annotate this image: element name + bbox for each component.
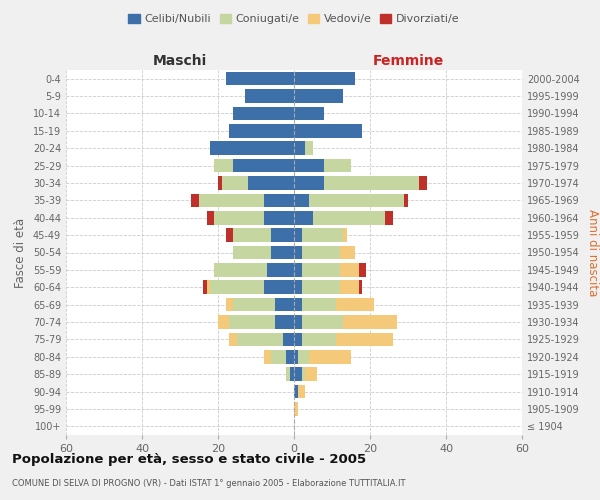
Bar xyxy=(263,211,294,224)
Bar xyxy=(229,124,294,138)
Bar xyxy=(263,350,271,364)
Bar xyxy=(302,315,343,329)
Bar xyxy=(294,194,309,207)
Bar xyxy=(343,228,347,242)
Bar xyxy=(309,350,351,364)
Bar xyxy=(302,228,343,242)
Bar xyxy=(302,263,340,276)
Bar xyxy=(233,298,275,312)
Text: Femmine: Femmine xyxy=(373,54,443,68)
Bar xyxy=(286,350,294,364)
Bar xyxy=(263,280,294,294)
Legend: Celibi/Nubili, Coniugati/e, Vedovi/e, Divorziati/e: Celibi/Nubili, Coniugati/e, Vedovi/e, Di… xyxy=(128,14,460,24)
Bar xyxy=(199,194,263,207)
Bar xyxy=(294,72,355,86)
Bar xyxy=(248,176,294,190)
Bar xyxy=(294,368,302,381)
Bar xyxy=(222,176,248,190)
Bar xyxy=(203,280,206,294)
Bar xyxy=(309,194,404,207)
Bar xyxy=(340,280,359,294)
Bar xyxy=(359,263,366,276)
Bar xyxy=(218,176,222,190)
Bar xyxy=(294,315,302,329)
Bar xyxy=(325,159,351,172)
Bar xyxy=(275,315,294,329)
Bar xyxy=(294,350,298,364)
Bar xyxy=(294,159,325,172)
Bar xyxy=(206,211,214,224)
Bar xyxy=(294,228,302,242)
Text: Popolazione per età, sesso e stato civile - 2005: Popolazione per età, sesso e stato civil… xyxy=(12,452,366,466)
Bar xyxy=(211,142,294,155)
Bar xyxy=(290,368,294,381)
Bar xyxy=(191,194,199,207)
Bar xyxy=(229,332,237,346)
Text: Maschi: Maschi xyxy=(153,54,207,68)
Bar xyxy=(233,106,294,120)
Bar xyxy=(233,228,271,242)
Bar xyxy=(305,142,313,155)
Bar xyxy=(263,194,294,207)
Bar xyxy=(336,298,374,312)
Bar xyxy=(313,211,385,224)
Bar xyxy=(359,280,362,294)
Bar xyxy=(283,332,294,346)
Bar xyxy=(302,332,336,346)
Bar xyxy=(294,402,298,415)
Bar xyxy=(340,263,359,276)
Bar xyxy=(294,211,313,224)
Bar xyxy=(206,280,211,294)
Bar xyxy=(298,350,309,364)
Bar xyxy=(237,332,283,346)
Bar xyxy=(385,211,393,224)
Y-axis label: Anni di nascita: Anni di nascita xyxy=(586,209,599,296)
Y-axis label: Fasce di età: Fasce di età xyxy=(14,218,27,288)
Bar xyxy=(294,385,298,398)
Bar xyxy=(294,280,302,294)
Bar xyxy=(294,246,302,260)
Bar xyxy=(214,211,263,224)
Bar xyxy=(302,298,336,312)
Bar xyxy=(302,280,340,294)
Bar xyxy=(229,315,275,329)
Bar xyxy=(271,228,294,242)
Bar xyxy=(294,124,362,138)
Bar xyxy=(245,90,294,103)
Bar xyxy=(294,332,302,346)
Bar xyxy=(298,385,305,398)
Bar xyxy=(419,176,427,190)
Bar xyxy=(325,176,419,190)
Bar xyxy=(271,246,294,260)
Bar xyxy=(286,368,290,381)
Bar xyxy=(294,106,325,120)
Bar xyxy=(233,246,271,260)
Bar xyxy=(294,298,302,312)
Bar xyxy=(218,315,229,329)
Bar xyxy=(233,159,294,172)
Bar xyxy=(226,72,294,86)
Bar xyxy=(343,315,397,329)
Bar xyxy=(404,194,408,207)
Bar xyxy=(294,90,343,103)
Bar xyxy=(271,350,286,364)
Bar xyxy=(214,263,268,276)
Text: COMUNE DI SELVA DI PROGNO (VR) - Dati ISTAT 1° gennaio 2005 - Elaborazione TUTTI: COMUNE DI SELVA DI PROGNO (VR) - Dati IS… xyxy=(12,479,406,488)
Bar xyxy=(226,228,233,242)
Bar xyxy=(302,368,305,381)
Bar xyxy=(211,280,263,294)
Bar xyxy=(275,298,294,312)
Bar xyxy=(305,368,317,381)
Bar xyxy=(294,176,325,190)
Bar xyxy=(294,263,302,276)
Bar xyxy=(214,159,233,172)
Bar xyxy=(336,332,393,346)
Bar xyxy=(294,142,305,155)
Bar xyxy=(302,246,340,260)
Bar xyxy=(226,298,233,312)
Bar xyxy=(268,263,294,276)
Bar xyxy=(340,246,355,260)
